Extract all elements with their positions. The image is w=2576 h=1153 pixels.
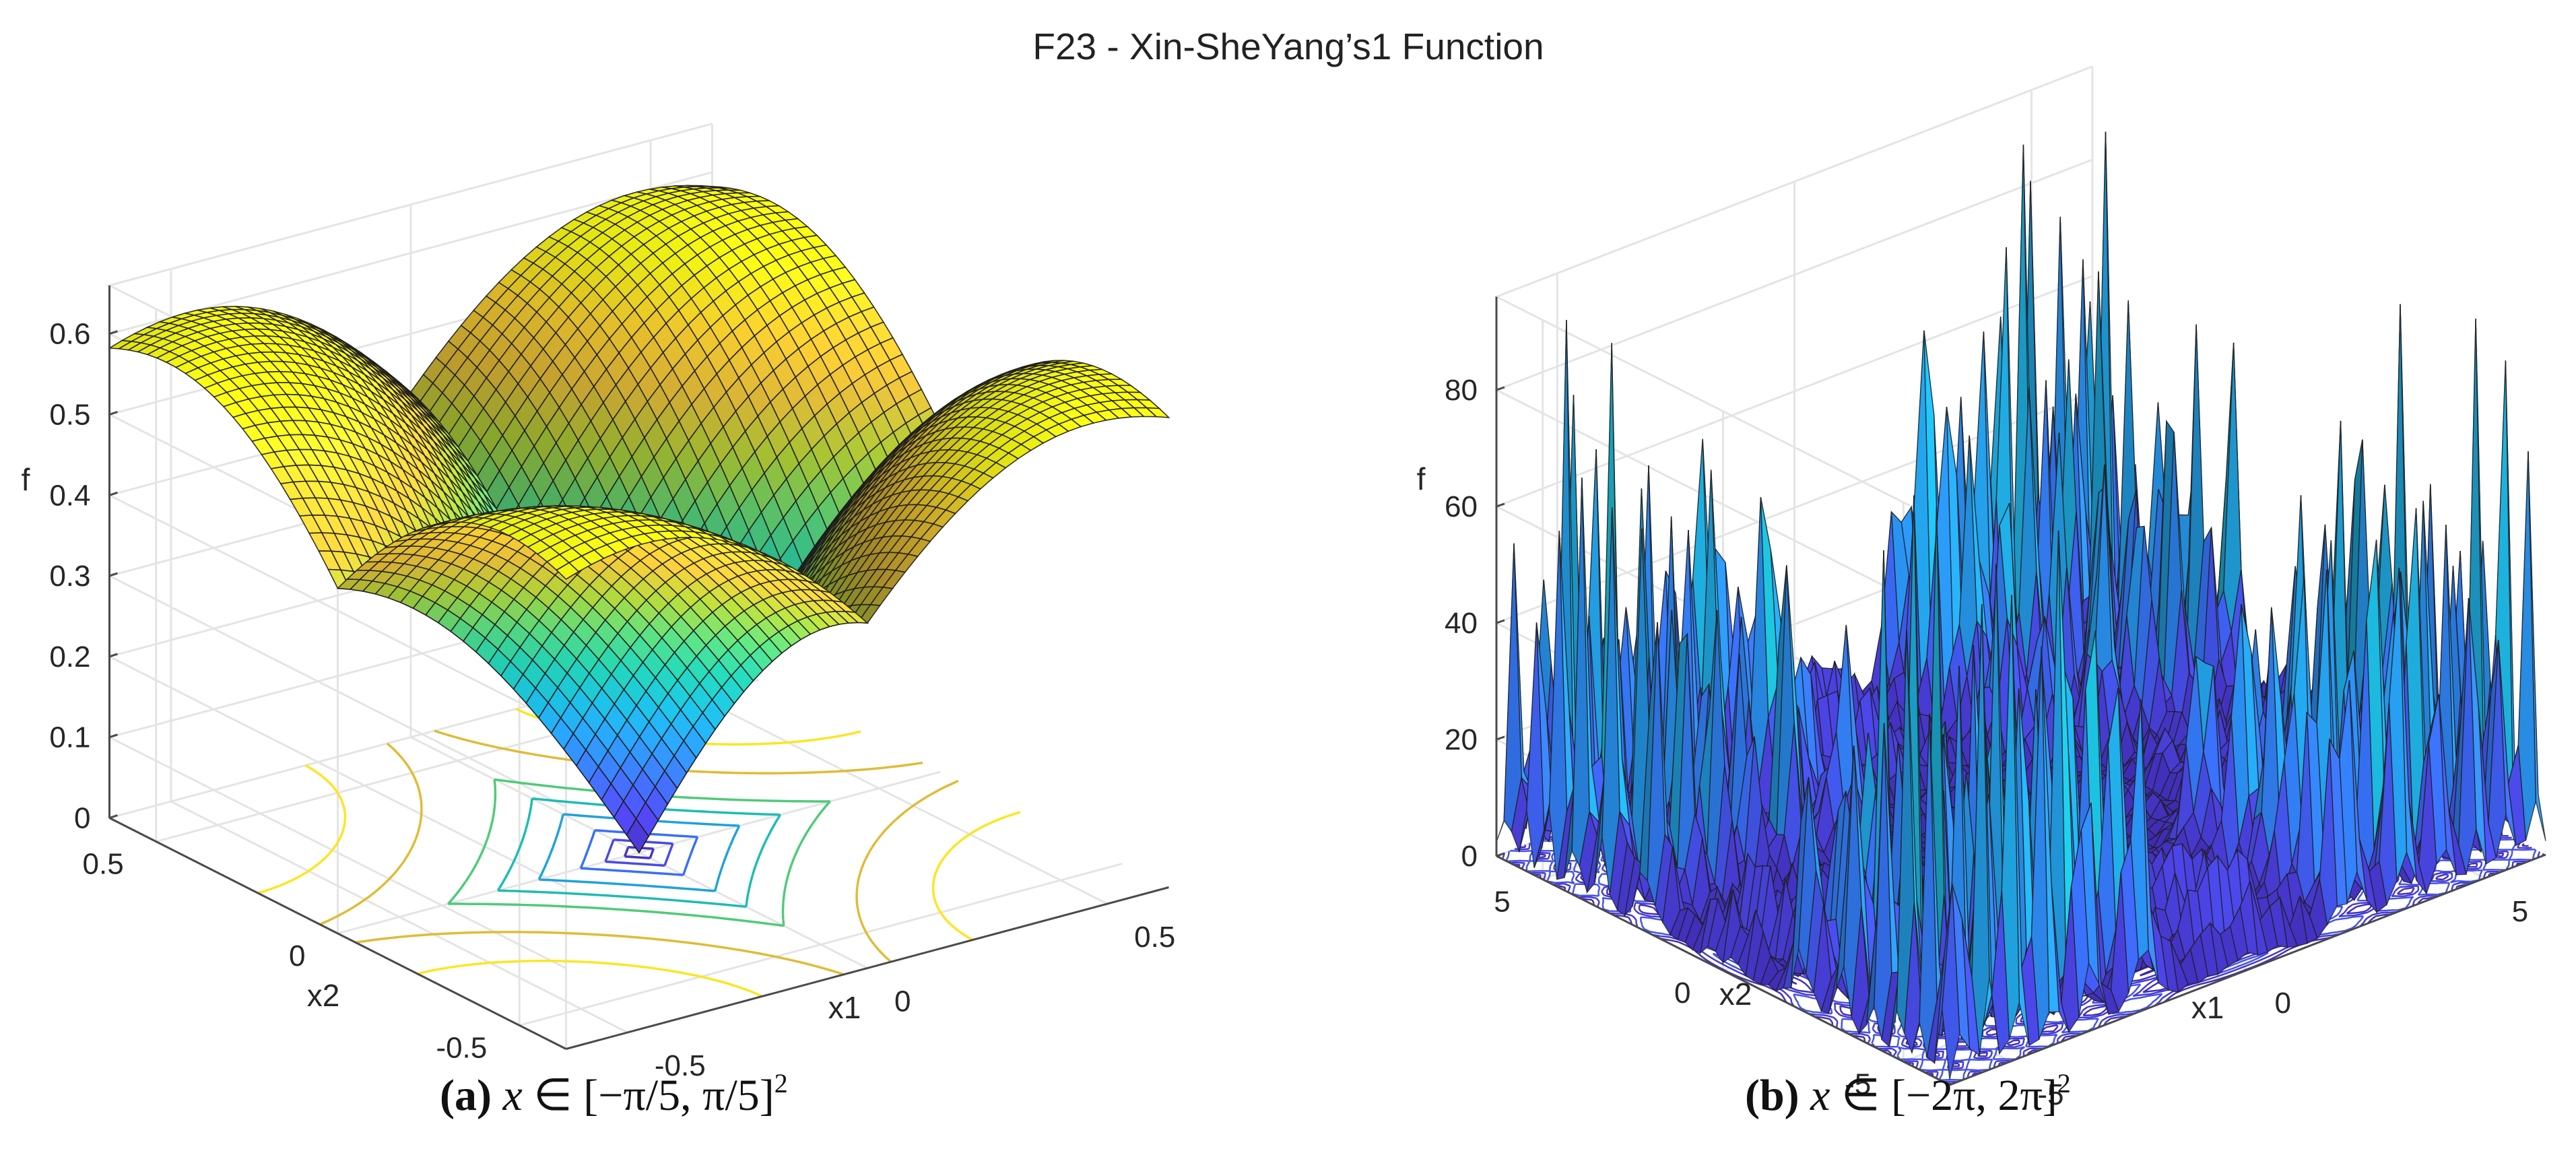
a-x1-tick-label: 0.5 xyxy=(1134,921,1175,954)
a-x2-tick-label: 0 xyxy=(289,940,305,973)
a-x1-axis-label: x1 xyxy=(828,990,861,1025)
a-surface-patch xyxy=(556,562,580,580)
panel-a-contours xyxy=(257,708,1021,997)
a-z-tick-mark xyxy=(109,653,118,658)
panel-a: 0 0.1 0.2 0.3 0.4 0.5 0.6 -0.5 0 0.5 -0.5 0 0.5 f x2 x1 xyxy=(22,123,1176,1082)
b-surface-patch xyxy=(1503,543,1522,833)
a-z-tick-mark xyxy=(109,411,118,416)
figure-title: F23 - Xin-SheYang’s1 Function xyxy=(1032,26,1544,67)
panel-a-surface xyxy=(107,185,1170,854)
a-x2-tick-label: -0.5 xyxy=(436,1031,487,1064)
panel-a-tick-labels: 0 0.1 0.2 0.3 0.4 0.5 0.6 -0.5 0 0.5 -0.5 0 0.5 f x2 x1 xyxy=(22,318,1176,1082)
a-z-tick-label: 0.1 xyxy=(49,721,90,754)
a-contour-level xyxy=(319,729,959,976)
a-z-tick-label: 0.2 xyxy=(49,640,90,673)
panel-b-surface xyxy=(1496,131,2546,1080)
a-z-tick-label: 0.6 xyxy=(49,318,90,351)
a-z-axis-label: f xyxy=(22,462,30,497)
a-z-tick-label: 0 xyxy=(74,802,90,835)
a-x1-axis-line xyxy=(566,886,1169,1050)
a-x2-tick-label: 0.5 xyxy=(83,848,124,881)
a-z-tick-mark xyxy=(109,491,118,496)
a-z-tick-mark xyxy=(109,733,118,739)
a-x2-axis-line xyxy=(108,817,567,1050)
a-z-tick-label: 0.5 xyxy=(49,399,90,432)
a-z-tick-mark xyxy=(109,814,118,819)
a-x1-tick-label: 0 xyxy=(894,985,911,1018)
panel-a-axes xyxy=(108,285,1169,1050)
a-z-tick-label: 0.4 xyxy=(49,479,90,512)
a-z-tick-mark xyxy=(109,330,118,335)
a-yfloor-grid-line xyxy=(519,863,1123,1026)
a-x2-axis-label: x2 xyxy=(307,978,340,1013)
a-z-tick-label: 0.3 xyxy=(49,560,90,593)
a-x1-tick-label: -0.5 xyxy=(655,1049,706,1082)
a-z-tick-mark xyxy=(109,572,118,577)
